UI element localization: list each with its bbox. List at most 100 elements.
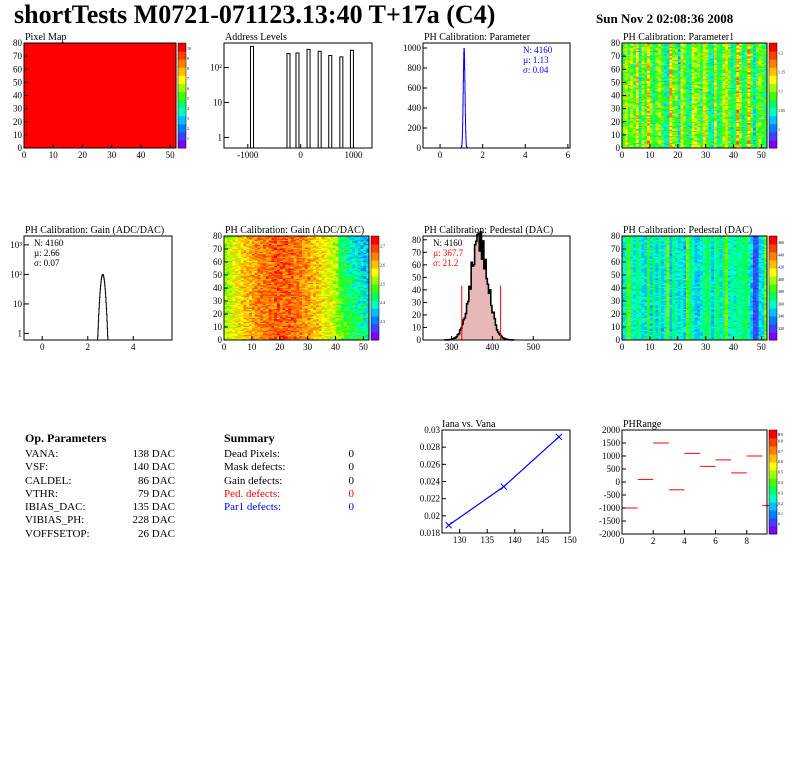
heatmap-cell — [758, 58, 762, 61]
heatmap-cell — [686, 141, 690, 144]
heatmap-cell — [624, 86, 628, 88]
heatmap-cell — [661, 100, 665, 103]
colorbar-label: 9 — [187, 56, 189, 61]
heatmap-cell — [677, 128, 681, 130]
heatmap-cell — [716, 87, 720, 90]
heatmap-cell — [647, 102, 651, 104]
heatmap-cell — [669, 128, 673, 130]
heatmap-cell — [652, 141, 656, 144]
heatmap-cell — [711, 98, 715, 100]
heatmap-cell — [688, 121, 693, 124]
heatmap-cell — [700, 115, 704, 117]
heatmap-cell — [739, 45, 743, 48]
heatmap-cell — [719, 74, 723, 77]
heatmap-cell — [647, 95, 651, 98]
heatmap-cell — [683, 121, 687, 124]
heatmap-cell — [683, 81, 687, 83]
heatmap-cell — [714, 90, 718, 92]
heatmap-cell — [649, 85, 653, 87]
heatmap-cell — [641, 120, 645, 123]
heatmap-cell — [661, 127, 665, 129]
heatmap-cell — [649, 81, 653, 83]
heatmap-cell — [638, 137, 642, 140]
heatmap-cell — [750, 132, 754, 134]
heatmap-cell — [683, 71, 687, 74]
heatmap-cell — [680, 58, 684, 61]
heatmap-cell — [655, 94, 659, 96]
heatmap-cell — [755, 53, 759, 56]
heatmap-cell — [711, 133, 715, 136]
heatmap-cell — [649, 45, 653, 48]
heatmap-cell — [725, 95, 729, 98]
heatmap-cell — [736, 67, 740, 70]
heatmap-cell — [688, 128, 693, 130]
heatmap-cell — [764, 91, 768, 94]
heatmap-cell — [691, 56, 695, 58]
heatmap-cell — [638, 146, 642, 149]
heatmap-cell — [622, 46, 626, 49]
heatmap-cell — [700, 127, 704, 129]
heatmap-cell — [666, 70, 670, 73]
heatmap-cell — [644, 82, 648, 84]
heatmap-cell — [638, 134, 642, 137]
heatmap-cell — [666, 83, 670, 86]
heatmap-cell — [702, 86, 706, 88]
heatmap-cell — [641, 124, 645, 126]
heatmap-cell — [633, 57, 637, 60]
heatmap-cell — [705, 100, 709, 103]
heatmap-cell — [649, 127, 653, 129]
heatmap-cell — [641, 87, 645, 90]
heatmap-cell — [688, 100, 693, 103]
heatmap-cell — [725, 48, 729, 50]
heatmap-cell — [758, 127, 762, 129]
heatmap-cell — [677, 109, 681, 112]
heatmap-cell — [741, 113, 745, 116]
heatmap-cell — [758, 85, 762, 87]
heatmap-cell — [630, 50, 634, 53]
heatmap-cell — [638, 108, 642, 111]
heatmap-cell — [677, 142, 681, 145]
heatmap-cell — [708, 85, 712, 87]
heatmap-cell — [697, 95, 701, 98]
heatmap-cell — [750, 45, 754, 48]
heatmap-cell — [652, 54, 656, 57]
heatmap-cell — [638, 60, 642, 62]
heatmap-cell — [730, 120, 734, 123]
heatmap-cell — [686, 87, 690, 90]
heatmap-cell — [711, 117, 715, 120]
heatmap-cell — [622, 99, 626, 102]
heatmap-cell — [711, 145, 715, 147]
heatmap-cell — [716, 58, 720, 61]
heatmap-cell — [669, 140, 673, 142]
histogram-peak — [339, 56, 344, 148]
heatmap-cell — [663, 128, 667, 130]
heatmap-cell — [714, 107, 718, 109]
heatmap-cell — [666, 96, 670, 99]
heatmap-cell — [739, 74, 743, 77]
heatmap-cell — [688, 87, 693, 90]
heatmap-cell — [652, 145, 656, 147]
heatmap-cell — [764, 83, 768, 86]
heatmap-cell — [716, 133, 720, 136]
heatmap-cell — [644, 132, 648, 134]
heatmap-cell — [672, 117, 676, 120]
heatmap-cell — [758, 140, 762, 142]
heatmap-cell — [661, 57, 665, 60]
heatmap-cell — [736, 61, 740, 63]
heatmap-cell — [694, 125, 698, 128]
heatmap-cell — [652, 99, 656, 102]
heatmap-cell — [661, 87, 665, 90]
heatmap-cell — [714, 121, 718, 124]
heatmap-cell — [622, 125, 626, 128]
heatmap-cell — [680, 136, 684, 138]
heatmap-cell — [764, 71, 768, 74]
heatmap-cell — [714, 56, 718, 58]
heatmap-cell — [705, 106, 709, 108]
heatmap-cell — [672, 96, 676, 99]
heatmap-cell — [727, 96, 732, 99]
colorbar-frame — [768, 42, 778, 149]
heatmap-cell — [727, 52, 732, 54]
heatmap-cell — [658, 60, 662, 62]
heatmap-cell — [750, 98, 754, 100]
heatmap-cell — [750, 137, 754, 140]
